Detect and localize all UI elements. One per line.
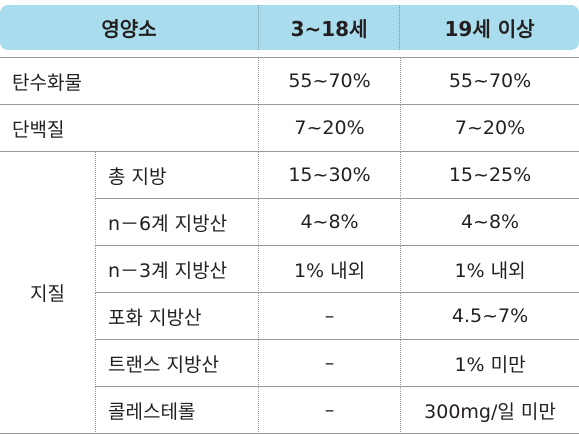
header-cell: 영양소 xyxy=(0,5,259,50)
nutrient-table-container: 영양소 3~18세 19세 이상 탄수화물 55~70% 55~70% 단백질 7~20… xyxy=(0,5,579,434)
spacer xyxy=(0,50,579,57)
value-cell: 1% 내외 xyxy=(400,246,579,293)
value-cell: 15~30% xyxy=(258,152,401,199)
nutrient-label: 탄수화물 xyxy=(0,57,259,105)
row: 단백질 7~20% 7~20% xyxy=(0,105,579,152)
value-cell: 4~8% xyxy=(258,199,401,246)
row: n－6계 지방산 4~8% 4~8% xyxy=(0,199,579,246)
value-cell: 55~70% xyxy=(400,57,579,105)
value-cell: – xyxy=(258,340,401,387)
sub-label: n－3계 지방산 xyxy=(95,246,259,293)
header-cell: 3~18세 xyxy=(258,5,401,50)
value-cell: – xyxy=(258,293,401,340)
table-body: 탄수화물 55~70% 55~70% 단백질 7~20% 7~20% 지질 총 지방 15~30… xyxy=(0,50,579,434)
sub-label: 총 지방 xyxy=(95,152,259,199)
value-cell: 7~20% xyxy=(258,105,401,152)
value-cell: 300mg/일 미만 xyxy=(400,387,579,434)
row: 포화 지방산 –4.5~7% xyxy=(0,293,579,340)
row: 탄수화물 55~70% 55~70% xyxy=(0,57,579,105)
group-label: 지질 xyxy=(0,152,95,434)
sub-label: 콜레스테롤 xyxy=(95,387,259,434)
value-cell: 4~8% xyxy=(400,199,579,246)
sub-label: 포화 지방산 xyxy=(95,293,259,340)
sub-label: 트랜스 지방산 xyxy=(95,340,259,387)
row: 콜레스테롤 –300mg/일 미만 xyxy=(0,387,579,434)
value-cell: – xyxy=(258,387,401,434)
nutrient-table: 영양소 3~18세 19세 이상 탄수화물 55~70% 55~70% 단백질 7~20… xyxy=(0,5,579,434)
value-cell: 7~20% xyxy=(400,105,579,152)
header-cell: 19세 이상 xyxy=(400,5,579,50)
value-cell: 15~25% xyxy=(400,152,579,199)
sub-label: n－6계 지방산 xyxy=(95,199,259,246)
value-cell: 1% 미만 xyxy=(400,340,579,387)
nutrient-label: 단백질 xyxy=(0,105,259,152)
row: 트랜스 지방산 –1% 미만 xyxy=(0,340,579,387)
value-cell: 1% 내외 xyxy=(258,246,401,293)
value-cell: 55~70% xyxy=(258,57,401,105)
row: 지질 총 지방 15~30% 15~25% xyxy=(0,152,579,434)
header-row: 영양소 3~18세 19세 이상 xyxy=(0,5,579,50)
value-cell: 4.5~7% xyxy=(400,293,579,340)
row: n－3계 지방산 1% 내외 1% 내외 xyxy=(0,246,579,293)
